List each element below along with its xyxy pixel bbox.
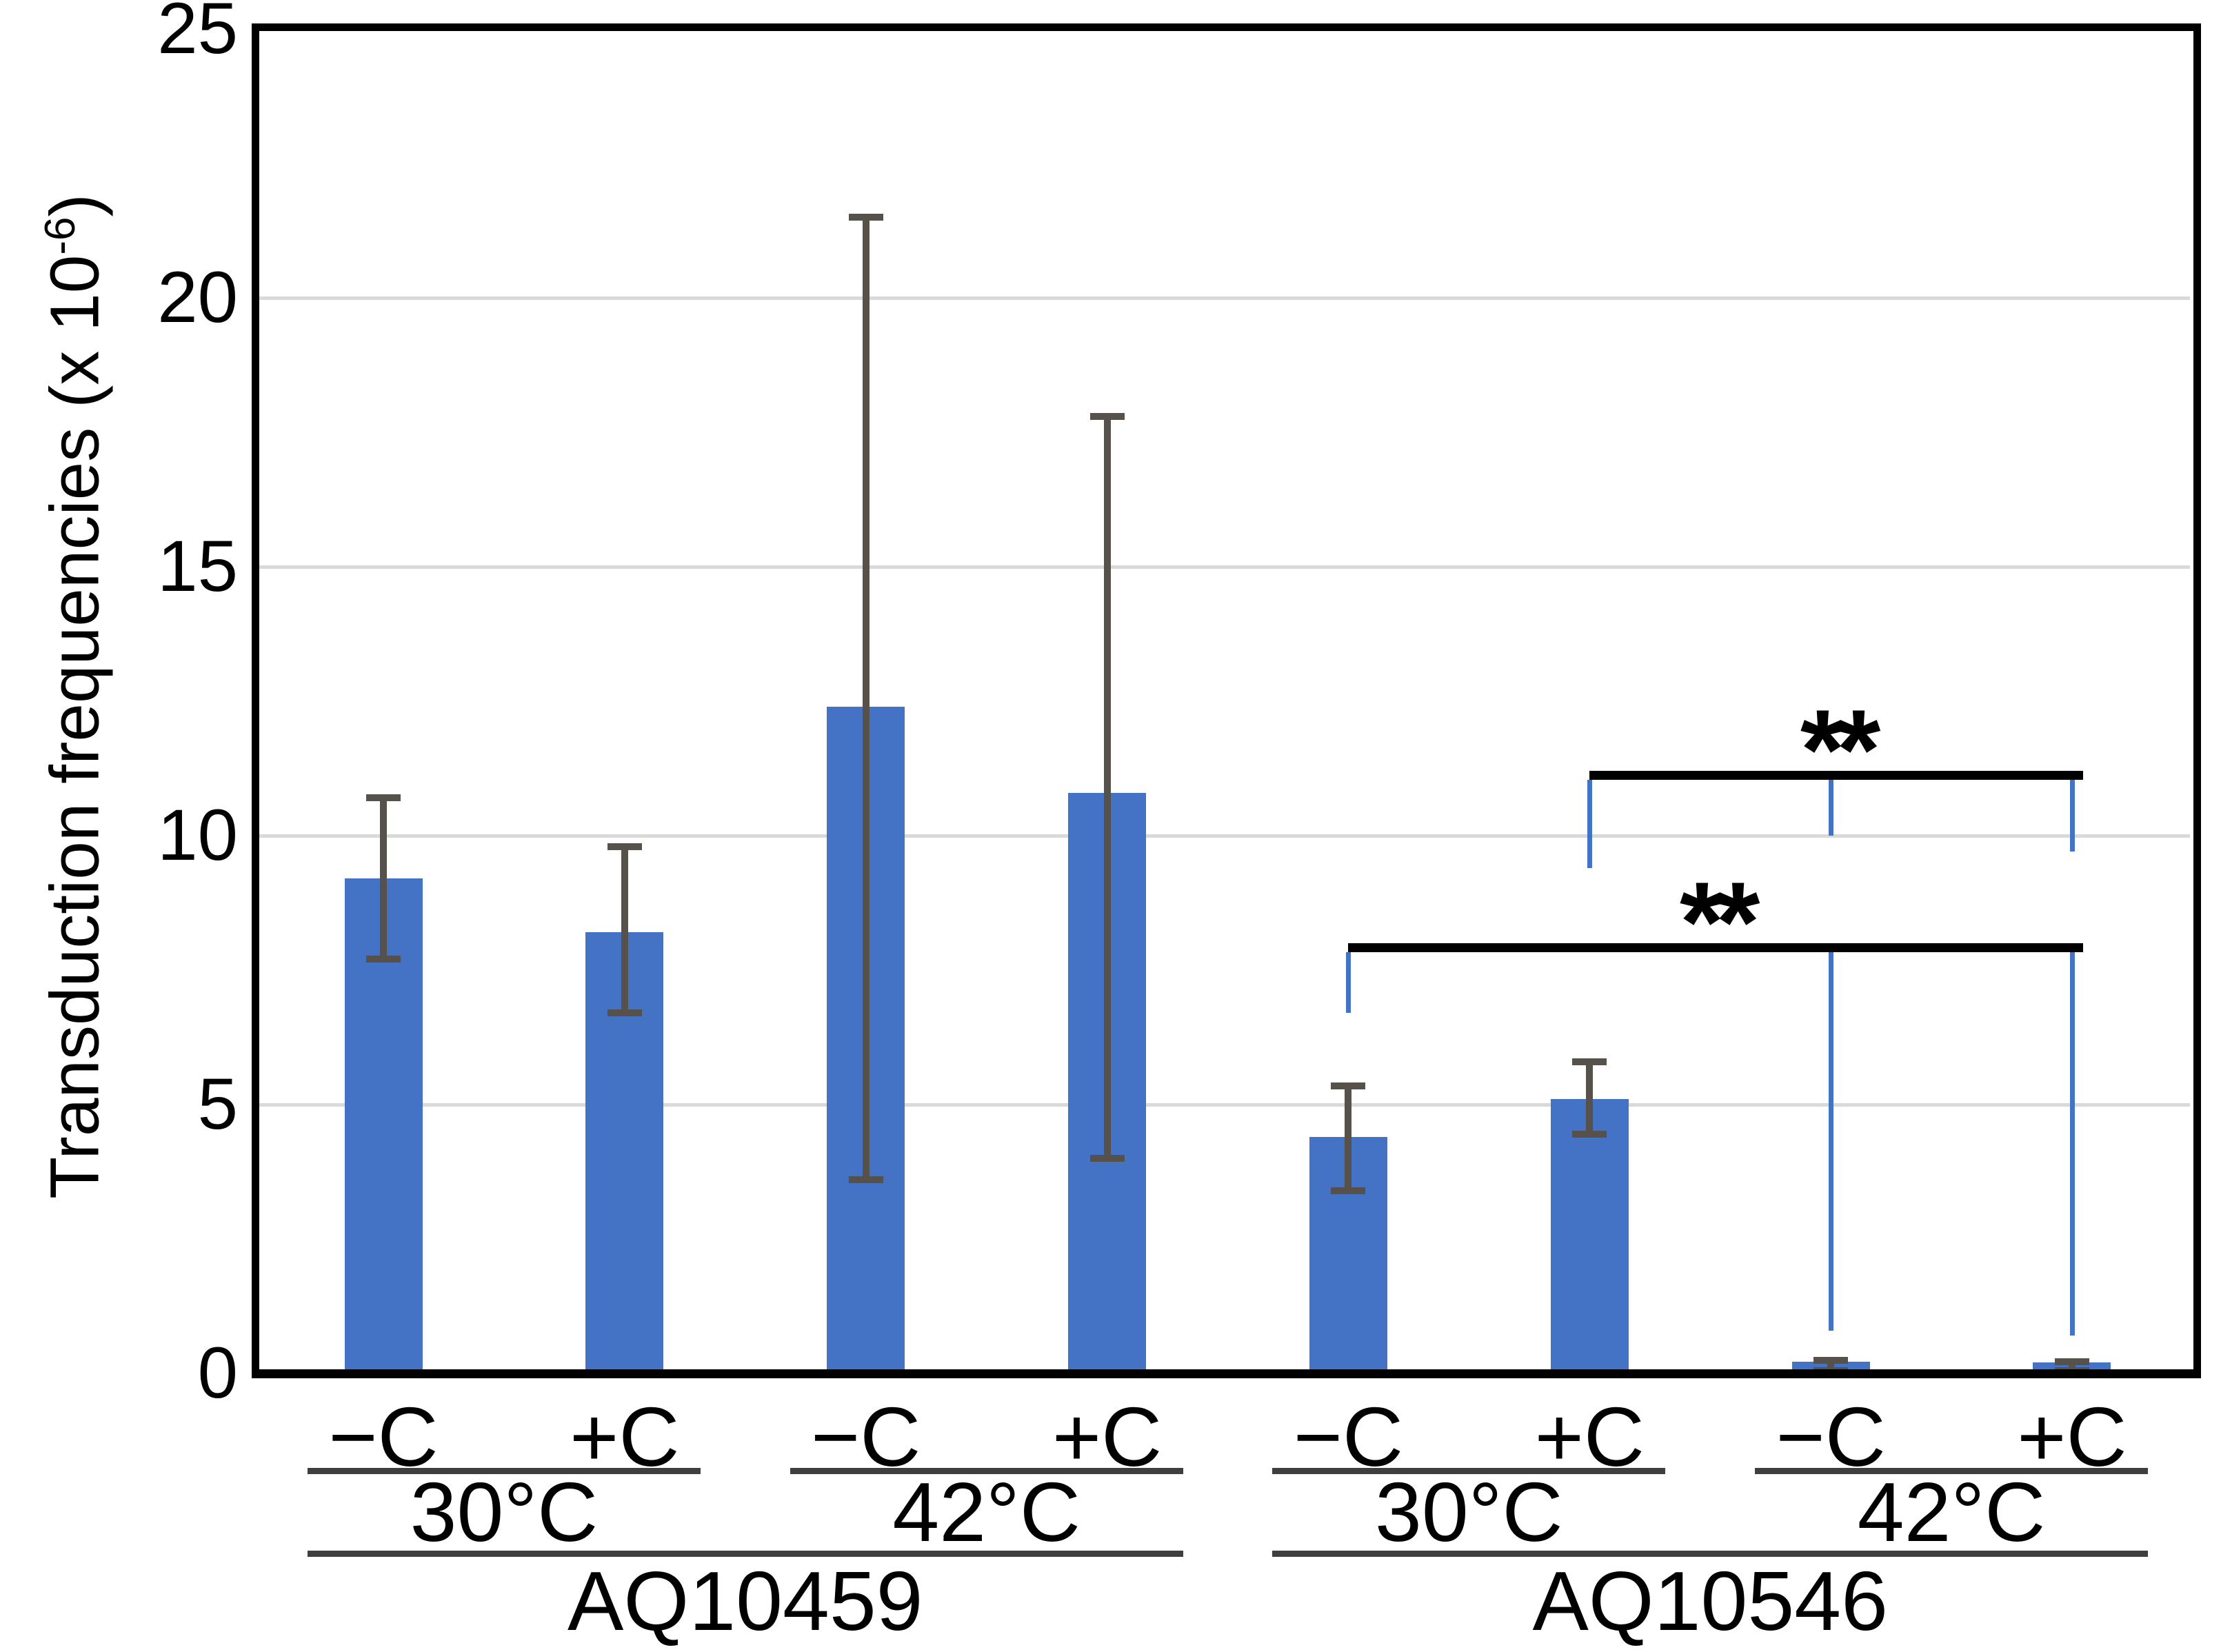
y-tick-label: 10 — [157, 795, 238, 876]
error-bar-line — [1586, 1061, 1594, 1134]
bracket-riser — [1346, 952, 1351, 1014]
significance-bracket — [1589, 771, 2083, 780]
error-bar-line — [2068, 1361, 2076, 1371]
temperature-underline — [1272, 1468, 1666, 1474]
y-tick-label: 5 — [197, 1064, 238, 1145]
temperature-underline — [790, 1468, 1183, 1474]
bracket-riser — [1829, 780, 1834, 836]
y-axis-title: Transduction frequencies (x 10-6) — [16, 41, 113, 1351]
error-bar-line — [1827, 1360, 1835, 1371]
error-bar-cap-bottom — [366, 956, 401, 963]
error-bar-cap-top — [1089, 412, 1125, 420]
temperature-underline — [308, 1468, 701, 1474]
y-gridline — [259, 1103, 2190, 1107]
error-bar-line — [621, 846, 628, 1014]
error-bar-cap-top — [1813, 1356, 1849, 1364]
strain-underline — [1272, 1551, 2148, 1557]
error-bar-cap-bottom — [848, 1176, 883, 1184]
y-axis-title-text: Transduction frequencies (x 10 — [36, 254, 114, 1199]
y-axis-title-superscript: -6 — [37, 216, 84, 255]
y-gridline — [259, 565, 2190, 569]
x-label-temperature: 30°C — [1375, 1465, 1563, 1559]
error-bar-cap-top — [366, 794, 401, 802]
y-tick-label: 0 — [197, 1333, 238, 1413]
plot-border-right — [2193, 23, 2201, 1378]
x-label-temperature: 42°C — [892, 1465, 1081, 1559]
y-gridline — [259, 834, 2190, 838]
error-bar-cap-bottom — [607, 1009, 642, 1017]
error-bar-cap-top — [1572, 1058, 1607, 1065]
x-label-temperature: 42°C — [1857, 1465, 2046, 1559]
y-tick-label: 15 — [157, 526, 238, 607]
x-label-temperature: 30°C — [410, 1465, 599, 1559]
significance-stars: ** — [1800, 686, 1880, 814]
plot-border-top — [252, 23, 2201, 31]
error-bar-line — [380, 798, 387, 960]
bracket-riser — [2069, 952, 2075, 1336]
error-bar-cap-bottom — [1572, 1130, 1607, 1138]
bracket-riser — [1829, 952, 1834, 1331]
temperature-underline — [1755, 1468, 2148, 1474]
x-label-strain: AQ10546 — [1532, 1554, 1888, 1648]
y-gridline — [259, 296, 2190, 300]
y-axis-title-close: ) — [36, 194, 114, 217]
error-bar-cap-top — [2054, 1358, 2089, 1365]
significance-bracket — [1348, 943, 2083, 952]
x-axis-baseline — [252, 1369, 2201, 1378]
error-bar-cap-bottom — [1331, 1187, 1366, 1194]
error-bar-cap-top — [1331, 1082, 1366, 1089]
error-bar-line — [1345, 1085, 1352, 1191]
y-tick-label: 20 — [157, 257, 238, 338]
x-label-strain: AQ10459 — [567, 1554, 923, 1648]
error-bar-cap-top — [607, 843, 642, 850]
significance-stars: ** — [1679, 858, 1760, 985]
bracket-riser — [2069, 780, 2075, 852]
strain-underline — [308, 1551, 1183, 1557]
error-bar-cap-bottom — [1089, 1155, 1125, 1162]
error-bar-line — [1103, 416, 1111, 1158]
plot-border-left — [252, 23, 259, 1378]
error-bar-cap-top — [848, 214, 883, 221]
bar — [1550, 1099, 1629, 1373]
error-bar-line — [862, 217, 870, 1180]
y-tick-label: 25 — [157, 0, 238, 69]
bracket-riser — [1587, 780, 1593, 868]
